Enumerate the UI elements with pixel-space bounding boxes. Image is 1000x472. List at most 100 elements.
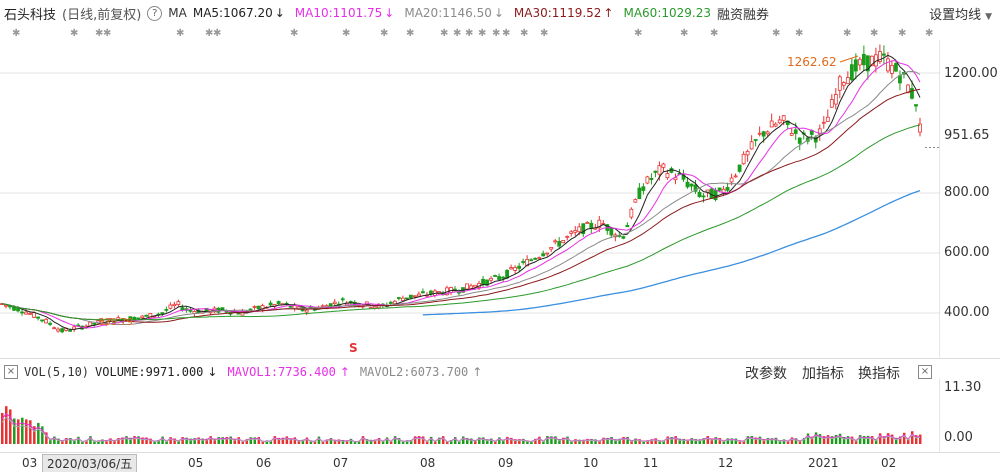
candle-body	[48, 322, 53, 325]
event-star-icon[interactable]: ✱	[205, 28, 214, 39]
event-star-icon[interactable]: ✱	[478, 28, 487, 39]
volume-bar	[634, 438, 637, 444]
candle-body	[412, 295, 417, 298]
volume-bar	[397, 438, 401, 444]
high-price-arrow	[839, 55, 859, 63]
event-star-icon[interactable]: ✱	[898, 28, 907, 39]
volume-bar	[486, 439, 489, 444]
volume-bar	[462, 436, 465, 444]
volume-tick: 0.00	[944, 430, 973, 445]
volume-chart[interactable]	[0, 378, 940, 452]
volume-bar	[586, 438, 589, 444]
volume-bar	[269, 440, 273, 444]
mavol2-value: MAVOL2:6073.700	[359, 364, 469, 379]
event-star-icon[interactable]: ✱	[925, 28, 934, 39]
event-star-icon[interactable]: ✱	[465, 28, 474, 39]
event-star-icon[interactable]: ✱	[380, 28, 389, 39]
volume-down-arrow: ↓	[207, 364, 218, 379]
event-star-icon[interactable]: ✱	[440, 28, 449, 39]
event-star-icon[interactable]: ✱	[502, 28, 511, 39]
event-star-icon[interactable]: ✱	[103, 28, 112, 39]
event-star-icon[interactable]: ✱	[453, 28, 462, 39]
volume-bar	[401, 440, 405, 444]
volume-bar	[686, 439, 689, 444]
candle-body	[585, 222, 590, 224]
event-star-icon[interactable]: ✱	[710, 28, 719, 39]
candle-body	[789, 133, 794, 136]
event-star-icon[interactable]: ✱	[213, 28, 222, 39]
event-star-icon[interactable]: ✱	[843, 28, 852, 39]
ma5-value: MA5:1067.20	[192, 6, 273, 20]
volume-bar	[478, 437, 481, 444]
candle-body	[40, 319, 44, 322]
volume-bar	[914, 435, 918, 444]
volume-bar	[466, 438, 469, 444]
add-indicator-button[interactable]: 加指标	[802, 366, 844, 382]
candle-body	[841, 82, 846, 86]
help-icon[interactable]: ?	[147, 5, 163, 21]
candle-body	[845, 77, 850, 84]
volume-bar	[798, 440, 802, 444]
volume-bar	[526, 440, 529, 444]
volume-bar	[109, 438, 112, 444]
volume-bar	[441, 436, 445, 444]
event-star-icon[interactable]: ✱	[95, 28, 104, 39]
candle-body	[910, 88, 914, 99]
event-star-icon[interactable]: ✱	[70, 28, 79, 39]
candle-body	[573, 230, 578, 233]
switch-indicator-button[interactable]: 换指标	[858, 366, 900, 382]
volume-bar	[213, 438, 216, 444]
candlestick-chart[interactable]: 1262.62 339.79 S	[0, 40, 940, 358]
volume-bar	[498, 437, 501, 444]
volume-bar	[417, 436, 421, 444]
time-label: 08	[420, 456, 436, 470]
volume-bar	[405, 440, 409, 444]
event-star-icon[interactable]: ✱	[680, 28, 689, 39]
candle-body	[501, 276, 505, 279]
volume-bar	[882, 436, 886, 444]
volume-bar	[61, 440, 64, 444]
volume-bar	[746, 436, 750, 444]
event-star-icon[interactable]: ✱	[342, 28, 351, 39]
volume-bar	[518, 439, 521, 444]
volume-bar	[734, 438, 738, 444]
close-icon[interactable]: ×	[4, 364, 18, 379]
volume-bar	[437, 437, 441, 444]
candle-body	[24, 311, 28, 315]
event-star-icon[interactable]: ✱	[540, 28, 549, 39]
volume-bar	[165, 440, 168, 444]
price-axis: 1200.00 951.65 800.00 600.00 400.00	[940, 40, 1000, 358]
volume-bar	[301, 439, 305, 444]
volume-bar	[702, 438, 706, 444]
time-label: 06	[256, 456, 272, 470]
modify-params-button[interactable]: 改参数	[745, 366, 787, 382]
candle-body	[517, 265, 522, 269]
candle-body	[388, 301, 393, 304]
volume-bar	[449, 440, 453, 444]
event-star-icon[interactable]: ✱	[12, 28, 21, 39]
volume-bar	[197, 437, 200, 444]
event-star-icon[interactable]: ✱	[406, 28, 415, 39]
volume-bar	[730, 438, 734, 444]
volume-bar	[237, 437, 241, 444]
volume-bar	[177, 440, 180, 444]
candle-body	[857, 58, 862, 66]
event-star-icon[interactable]: ✱	[795, 28, 804, 39]
event-star-icon[interactable]: ✱	[176, 28, 185, 39]
ma-settings-dropdown[interactable]: 设置均线 ▼	[929, 4, 992, 23]
volume-bar	[598, 440, 601, 444]
event-star-icon[interactable]: ✱	[492, 28, 501, 39]
volume-bar	[850, 436, 854, 444]
volume-bar	[21, 417, 24, 444]
event-star-icon[interactable]: ✱	[290, 28, 299, 39]
candle-body	[737, 164, 742, 172]
event-star-icon[interactable]: ✱	[520, 28, 529, 39]
ma-label: MA	[168, 6, 187, 20]
event-star-icon[interactable]: ✱	[870, 28, 879, 39]
margin-trading-link[interactable]: 融资融券	[716, 7, 769, 23]
volume-bar	[313, 440, 317, 444]
event-star-icon[interactable]: ✱	[772, 28, 781, 39]
candle-body	[665, 173, 670, 179]
close-volume-icon[interactable]: ×	[918, 365, 932, 379]
event-star-icon[interactable]: ✱	[634, 28, 643, 39]
